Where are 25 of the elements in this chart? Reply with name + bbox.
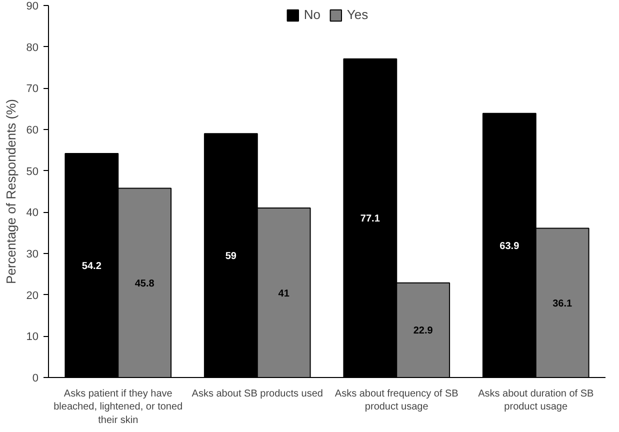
y-tick-label: 40 <box>26 207 39 220</box>
data-label: 59 <box>225 251 237 262</box>
y-tick-label: 0 <box>32 372 39 384</box>
legend-label: Yes <box>346 7 368 22</box>
y-tick-label: 70 <box>26 83 39 96</box>
y-tick-label: 60 <box>26 124 39 136</box>
y-tick-label: 10 <box>26 331 39 344</box>
data-label: 41 <box>278 288 290 300</box>
data-label: 54.2 <box>82 260 102 272</box>
y-axis-title: Percentage of Respondents (%) <box>3 99 18 284</box>
data-label: 22.9 <box>413 326 434 337</box>
x-tick-label: Asks patient if they have bleached, lightened, or toned their skin <box>54 388 183 426</box>
data-label: 36.1 <box>552 298 572 310</box>
legend-label: No <box>304 7 322 22</box>
data-label: 45.8 <box>134 278 155 290</box>
y-tick-label: 80 <box>26 42 39 54</box>
y-tick-label: 90 <box>26 0 39 12</box>
x-tick-label: Asks about frequency of SB product usage <box>334 388 459 413</box>
data-label: 77.1 <box>360 214 380 225</box>
x-tick-label: Asks about duration of SB product usage <box>478 388 594 413</box>
y-tick-label: 30 <box>26 248 39 260</box>
x-tick-label: Asks about SB products used <box>192 388 323 400</box>
y-tick-label: 20 <box>26 290 39 302</box>
y-tick-label: 50 <box>26 166 39 178</box>
data-label: 63.9 <box>500 240 520 252</box>
